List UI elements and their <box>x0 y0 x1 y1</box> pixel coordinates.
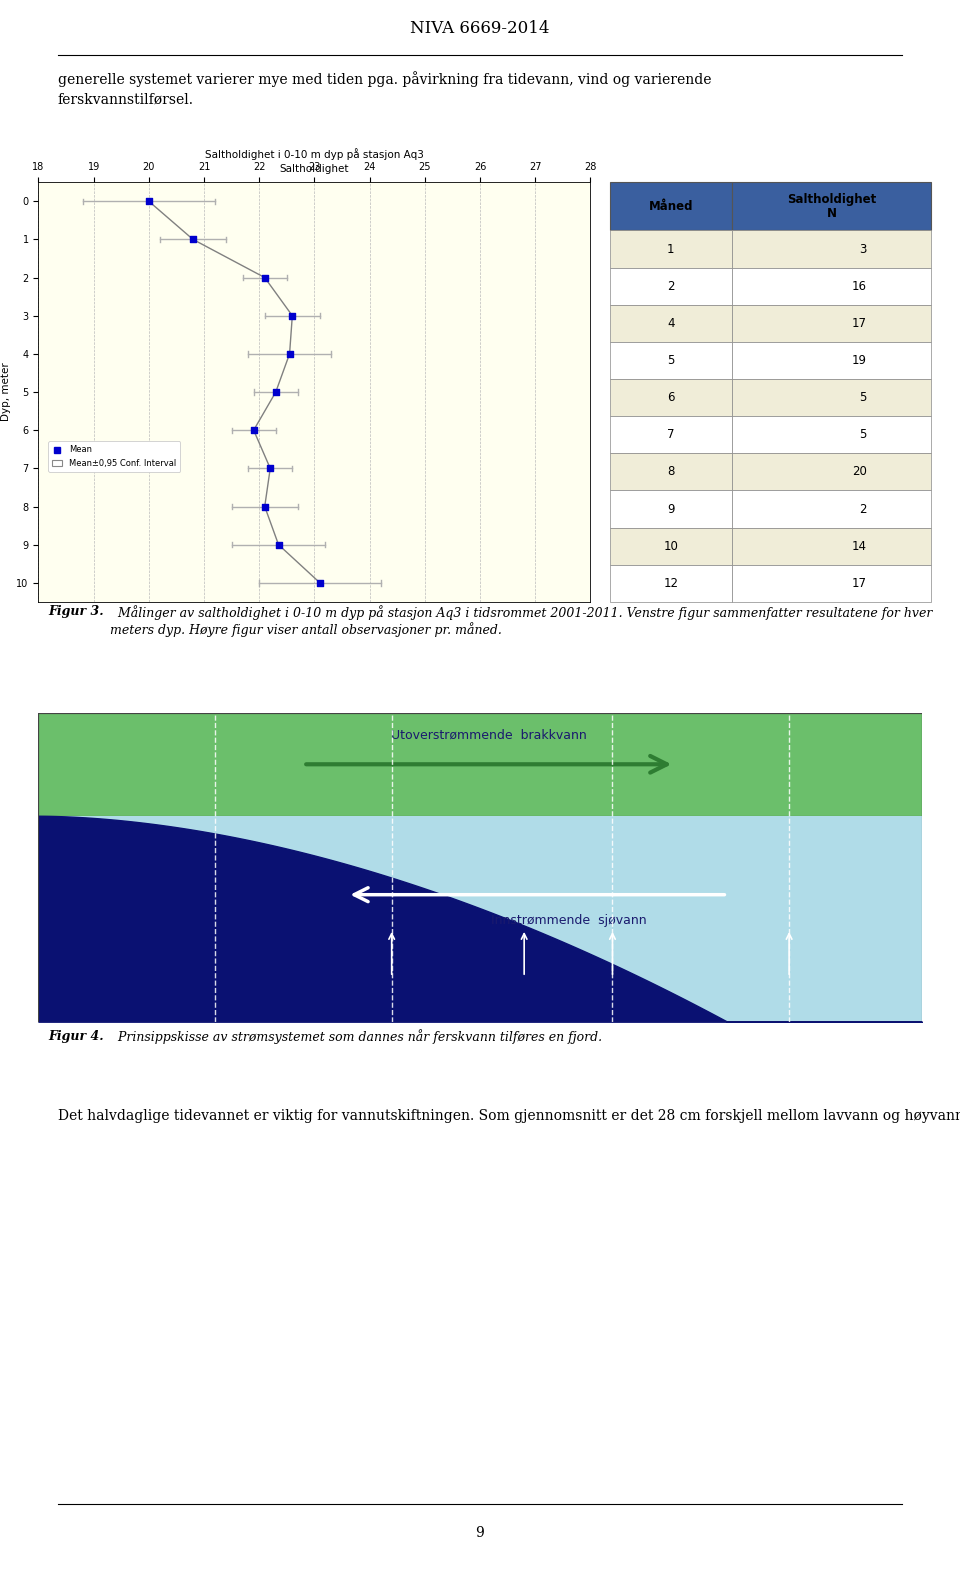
Bar <box>610 304 732 342</box>
Bar <box>732 268 931 304</box>
Point <box>246 418 261 444</box>
Text: 12: 12 <box>663 577 678 589</box>
Text: Saltholdighet: Saltholdighet <box>279 163 349 174</box>
Legend: Mean, Mean±0,95 Conf. Interval: Mean, Mean±0,95 Conf. Interval <box>48 442 180 472</box>
Bar <box>732 565 931 602</box>
Bar <box>610 342 732 379</box>
Bar <box>732 304 931 342</box>
Text: NIVA 6669-2014: NIVA 6669-2014 <box>410 21 550 36</box>
Text: 5: 5 <box>859 391 867 404</box>
Bar <box>732 491 931 527</box>
Text: 2: 2 <box>667 280 675 293</box>
Text: 20: 20 <box>852 466 867 478</box>
Bar <box>610 491 732 527</box>
Text: Innstrømmende  sjøvann: Innstrømmende sjøvann <box>491 914 646 927</box>
Title: Saltholdighet i 0-10 m dyp på stasjon Aq3: Saltholdighet i 0-10 m dyp på stasjon Aq… <box>205 149 423 160</box>
Text: Prinsippskisse av strømsystemet som dannes når ferskvann tilføres en fjord.: Prinsippskisse av strømsystemet som dann… <box>110 1030 602 1044</box>
Point <box>312 570 327 596</box>
Text: 9: 9 <box>667 502 675 515</box>
Point <box>257 494 273 520</box>
Bar <box>610 268 732 304</box>
Text: 1: 1 <box>667 242 675 255</box>
Bar <box>610 565 732 602</box>
Text: Saltholdighet
N: Saltholdighet N <box>787 193 876 220</box>
Text: 5: 5 <box>667 353 674 367</box>
Y-axis label: Dyp, meter: Dyp, meter <box>1 363 11 421</box>
Bar <box>732 182 931 230</box>
Bar <box>732 453 931 491</box>
Text: 9: 9 <box>475 1525 485 1540</box>
Text: 10: 10 <box>663 540 678 553</box>
Text: 8: 8 <box>667 466 674 478</box>
Text: 17: 17 <box>852 577 867 589</box>
Bar <box>732 417 931 453</box>
Point <box>257 265 273 290</box>
Bar <box>732 379 931 417</box>
Text: Det halvdaglige tidevannet er viktig for vannutskiftningen. Som gjennomsnitt er : Det halvdaglige tidevannet er viktig for… <box>58 1109 960 1123</box>
Text: 6: 6 <box>667 391 675 404</box>
Bar <box>732 230 931 268</box>
Text: 16: 16 <box>852 280 867 293</box>
Bar <box>732 342 931 379</box>
Bar <box>610 527 732 565</box>
Text: Måned: Måned <box>648 200 693 212</box>
Text: Figur 3.: Figur 3. <box>48 605 104 618</box>
Bar <box>732 527 931 565</box>
Point <box>285 303 300 328</box>
Point <box>268 379 283 404</box>
Text: generelle systemet varierer mye med tiden pga. påvirkning fra tidevann, vind og : generelle systemet varierer mye med tide… <box>58 71 711 106</box>
Text: 3: 3 <box>859 242 867 255</box>
Text: 14: 14 <box>852 540 867 553</box>
Point <box>263 456 278 482</box>
Bar <box>610 417 732 453</box>
Text: 17: 17 <box>852 317 867 329</box>
Bar <box>38 816 922 1022</box>
Text: 2: 2 <box>859 502 867 515</box>
Bar <box>610 230 732 268</box>
Bar <box>610 453 732 491</box>
Text: Målinger av saltholdighet i 0-10 m dyp på stasjon Aq3 i tidsrommet 2001-2011. Ve: Målinger av saltholdighet i 0-10 m dyp p… <box>110 605 932 637</box>
Point <box>141 188 156 214</box>
Bar <box>38 713 922 816</box>
Text: 7: 7 <box>667 428 675 442</box>
Text: 19: 19 <box>852 353 867 367</box>
Bar <box>610 182 732 230</box>
Text: Utoverstrømmende  brakkvann: Utoverstrømmende brakkvann <box>391 729 587 741</box>
Bar <box>610 379 732 417</box>
Point <box>271 532 286 558</box>
Point <box>185 227 201 252</box>
Text: 4: 4 <box>667 317 675 329</box>
Text: Figur 4.: Figur 4. <box>48 1030 104 1042</box>
Point <box>282 341 298 366</box>
Text: 5: 5 <box>859 428 867 442</box>
